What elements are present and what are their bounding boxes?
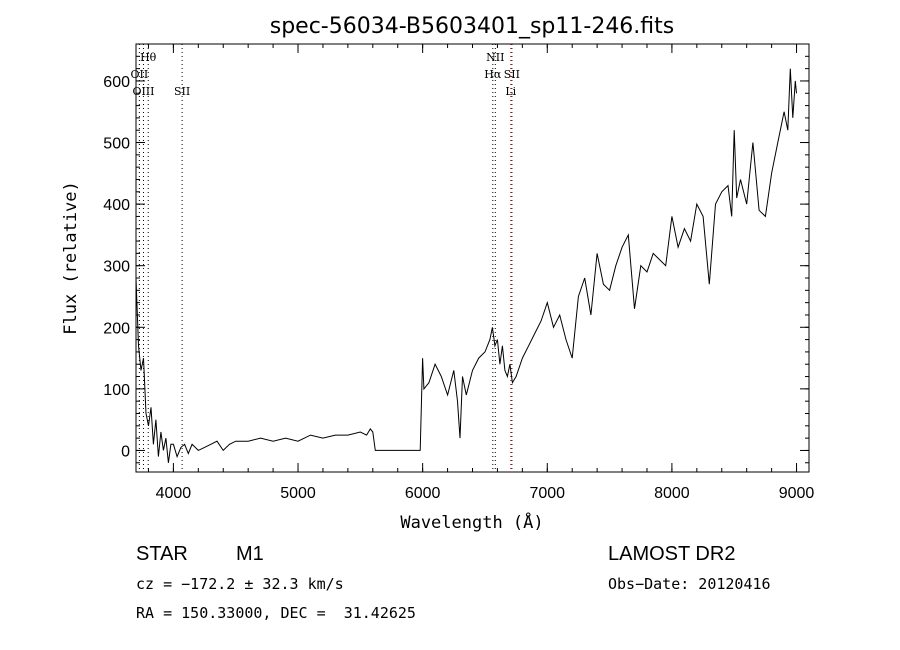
y-tick-label: 100 [103, 382, 130, 399]
y-tick-label: 300 [103, 259, 130, 276]
y-axis-ticks: 0 100 200 300 400 500 600 [103, 43, 809, 464]
line-marker-label: NII [486, 51, 504, 64]
plot-frame [135, 43, 810, 473]
object-subclass: M1 [236, 543, 264, 565]
y-tick-label: 500 [103, 136, 130, 153]
line-marker-label: SII [174, 85, 190, 98]
observation-date: Obs−Date: 20120416 [608, 575, 771, 593]
x-axis-label: Wavelength (Å) [400, 511, 543, 533]
sky-coordinates: RA = 150.33000, DEC = 31.42625 [136, 604, 416, 622]
spectrum-line [135, 68, 797, 463]
x-tick-label: 6000 [405, 485, 441, 502]
x-tick-label: 5000 [280, 485, 316, 502]
y-tick-label: 400 [103, 197, 130, 214]
line-marker-label: Hθ [140, 51, 157, 64]
y-tick-label: 200 [103, 320, 130, 337]
x-tick-label: 8000 [654, 485, 690, 502]
x-axis-ticks: 4000 5000 6000 7000 8000 9000 [147, 44, 815, 502]
y-axis-label: Flux (relative) [61, 181, 81, 335]
x-tick-label: 9000 [779, 485, 815, 502]
x-tick-label: 4000 [156, 485, 192, 502]
x-tick-label: 7000 [529, 485, 565, 502]
y-tick-label: 600 [103, 74, 130, 91]
y-tick-label: 0 [121, 443, 130, 460]
line-marker-label: OII [131, 68, 149, 81]
line-marker-label: Hα [484, 68, 502, 81]
line-marker-label: Li [505, 85, 516, 98]
object-class: STAR [136, 543, 188, 565]
chart-title: spec-56034-B5603401_sp11-246.fits [270, 14, 675, 39]
survey-name: LAMOST DR2 [608, 543, 736, 565]
line-marker-label: SII [504, 68, 520, 81]
redshift-velocity: cz = −172.2 ± 32.3 km/s [136, 575, 344, 593]
line-marker-label: OIII [132, 85, 154, 98]
